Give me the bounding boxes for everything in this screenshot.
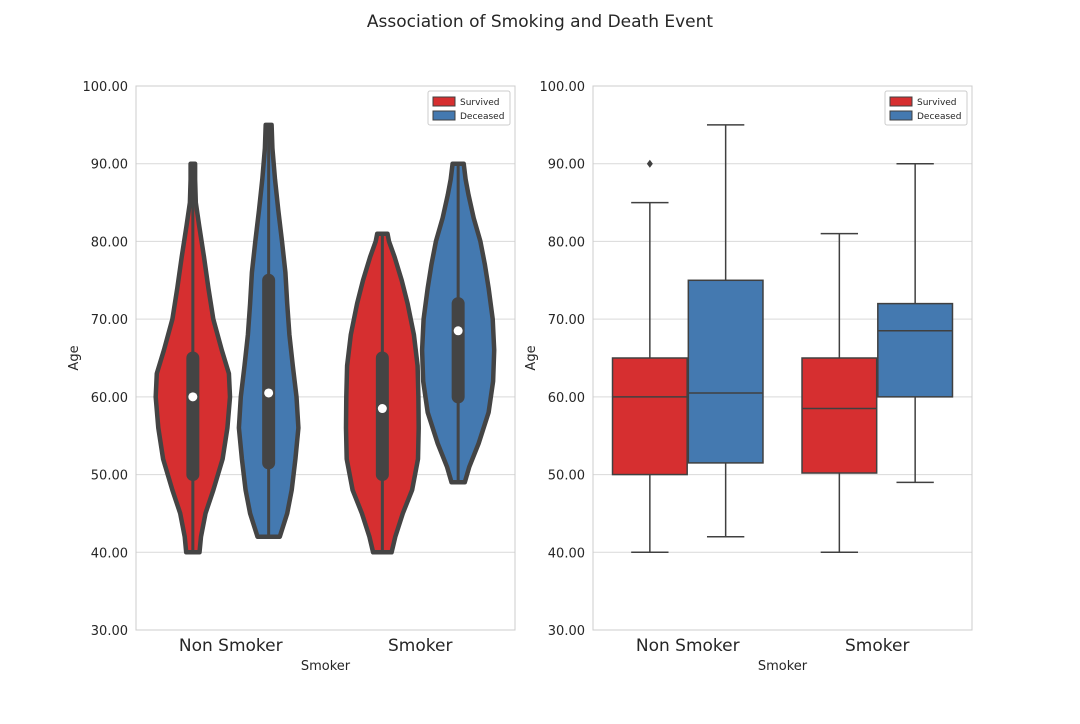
y-tick-label: 90.00: [548, 158, 585, 173]
legend-swatch-deceased: [432, 110, 456, 121]
box-deceased: [877, 302, 954, 398]
box-survived: [611, 357, 688, 476]
x-tick-label: Non Smoker: [179, 636, 283, 656]
y-tick-label: 100.00: [83, 80, 129, 95]
box-survived: [801, 357, 878, 474]
box-outlier-point: [646, 159, 653, 168]
legend-swatch-survived: [889, 96, 913, 107]
legend-label-survived: Survived: [460, 98, 500, 108]
x-tick-label: Smoker: [388, 636, 452, 656]
y-tick-label: 40.00: [91, 546, 128, 561]
plot-frame: [592, 85, 973, 631]
legend-label-survived: Survived: [917, 98, 957, 108]
y-tick-label: 90.00: [91, 158, 128, 173]
y-tick-label: 70.00: [548, 313, 585, 328]
y-tick-label: 80.00: [548, 235, 585, 250]
x-tick-label: Smoker: [845, 636, 909, 656]
y-tick-label: 50.00: [91, 469, 128, 484]
y-tick-label: 50.00: [548, 469, 585, 484]
legend-swatch-survived: [432, 96, 456, 107]
y-axis-label: Age: [524, 345, 539, 370]
legend-swatch-deceased: [889, 110, 913, 121]
y-axis-label: Age: [67, 345, 82, 370]
legend-label-deceased: Deceased: [460, 112, 504, 122]
y-tick-label: 30.00: [91, 624, 128, 639]
violin-median-dot: [188, 392, 198, 402]
y-tick-label: 60.00: [91, 391, 128, 406]
y-tick-label: 30.00: [548, 624, 585, 639]
box-deceased: [687, 279, 764, 464]
y-tick-label: 100.00: [540, 80, 586, 95]
y-tick-label: 40.00: [548, 546, 585, 561]
legend-label-deceased: Deceased: [917, 112, 961, 122]
violin-median-dot: [264, 388, 274, 398]
plot-frame: [135, 85, 516, 631]
violin-plot-panel: 30.00 40.00 50.00 60.00 70.00 80.00 90.00 100.0…: [67, 80, 516, 674]
x-axis-label: Smoker: [758, 659, 808, 674]
y-tick-label: 60.00: [548, 391, 585, 406]
violin-median-dot: [377, 404, 387, 414]
y-tick-label: 70.00: [91, 313, 128, 328]
figure-title: Association of Smoking and Death Event: [367, 12, 714, 32]
x-tick-label: Non Smoker: [636, 636, 740, 656]
violin-median-dot: [453, 326, 463, 336]
box-plot-panel: 30.00 40.00 50.00 60.00 70.00 80.00 90.00 100.0…: [524, 80, 973, 674]
y-tick-label: 80.00: [91, 235, 128, 250]
x-axis-label: Smoker: [301, 659, 351, 674]
